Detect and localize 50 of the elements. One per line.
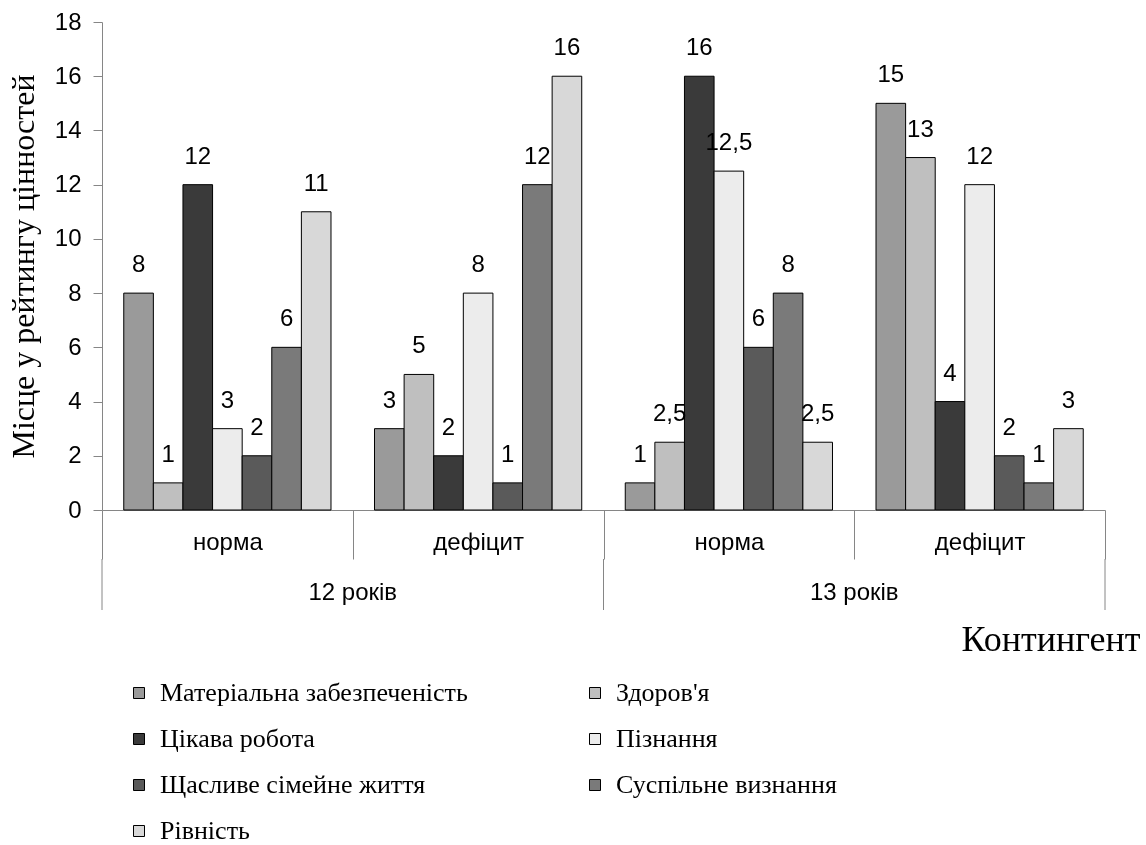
y-tick-label: 16	[54, 61, 82, 89]
legend-label: Рівність	[160, 816, 250, 845]
y-tick-label: 12	[54, 170, 82, 198]
data-label: 11	[303, 168, 329, 196]
legend-label: Щасливе сімейне життя	[160, 770, 426, 799]
data-label: 8	[781, 250, 795, 278]
legend-label: Здоров'я	[616, 678, 710, 707]
data-label: 1	[501, 439, 515, 467]
y-tick-label: 8	[68, 278, 82, 306]
data-label: 6	[751, 304, 766, 332]
text: 12 років	[308, 578, 398, 605]
legend-label: Матеріальна забезпеченість	[160, 678, 468, 707]
y-axis-title: Місце у рейтингу цінностей	[4, 74, 41, 459]
y-tick-label: 10	[54, 224, 82, 252]
y-tick-label: 4	[68, 387, 82, 415]
x-axis-title: Контингент	[961, 618, 1141, 659]
data-label: 3	[1061, 385, 1076, 413]
data-label: 4	[943, 358, 957, 386]
data-label: 1	[1032, 439, 1046, 467]
x-tick-label: норма	[192, 527, 264, 555]
data-label: 8	[131, 250, 146, 278]
data-label: 6	[279, 304, 294, 332]
data-label: 12	[523, 141, 551, 169]
y-tick-label: 2	[68, 441, 82, 469]
y-tick-label: 18	[54, 7, 82, 35]
data-label: 3	[220, 385, 235, 413]
data-label: 2	[1002, 412, 1016, 440]
y-tick-label: 14	[54, 115, 82, 143]
data-label: 16	[553, 33, 581, 61]
data-label: 3	[382, 385, 396, 413]
legend-label: Пізнання	[616, 724, 718, 753]
legend-label: Цікава робота	[160, 724, 316, 753]
data-label: 12	[966, 141, 993, 169]
data-label: 5	[412, 331, 426, 359]
legend-label: Суспільне визнання	[616, 770, 837, 799]
data-label: 13	[907, 114, 934, 142]
data-label: 1	[161, 439, 175, 467]
data-label: 2	[250, 412, 264, 440]
data-label: 16	[685, 33, 713, 61]
data-label: 2	[441, 412, 456, 440]
y-tick-label: 6	[68, 332, 82, 360]
x-tick-label: дефіцит	[934, 527, 1026, 555]
data-label: 12	[184, 141, 212, 169]
data-label: 1	[633, 439, 647, 467]
data-label: 15	[877, 60, 905, 88]
data-label: 8	[471, 250, 485, 278]
y-tick-label: 0	[68, 495, 82, 523]
text: 13 років	[809, 578, 899, 605]
x-tick-label: норма	[694, 527, 765, 555]
x-tick-label: дефіцит	[433, 527, 524, 555]
